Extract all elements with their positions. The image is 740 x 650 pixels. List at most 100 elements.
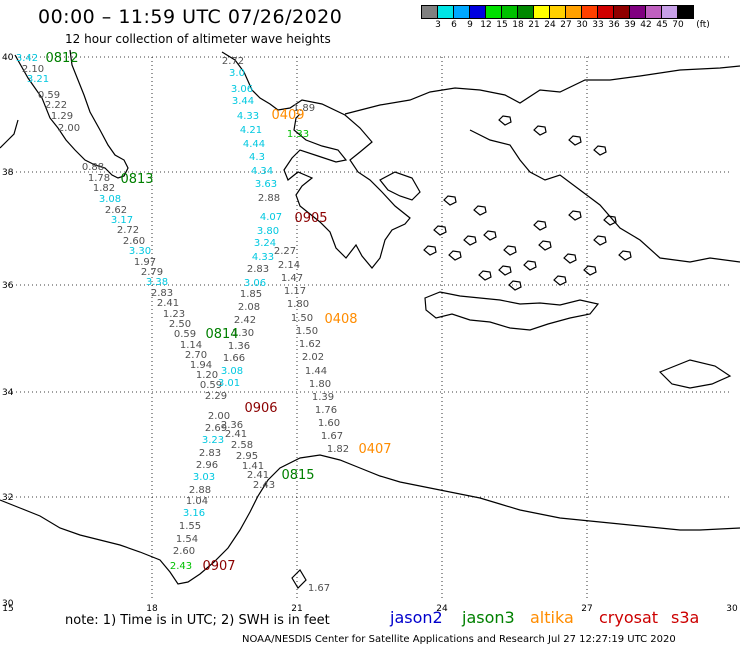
- coastline-italy-west: [0, 119, 19, 149]
- swh-value-label: 3.01: [218, 378, 240, 389]
- island-outline: [563, 253, 577, 264]
- latitude-label: 38: [2, 168, 14, 178]
- swh-value-label: 1.47: [281, 273, 303, 284]
- island-outline: [463, 235, 477, 246]
- swh-value-label: 2.72: [222, 56, 244, 67]
- swh-value-label: 1.50: [291, 313, 313, 324]
- legend-label: 27: [560, 20, 572, 30]
- swh-value-label: 1.82: [93, 183, 115, 194]
- legend-labels: 3 6 9 12 15 18 21 24 27 30 33 36 39 42 45 70 (ft): [421, 19, 710, 31]
- island-outline: [583, 265, 597, 276]
- longitude-label: 24: [436, 604, 448, 614]
- aegean-islands: [423, 115, 632, 291]
- swh-value-label: 2.00: [58, 123, 80, 134]
- coastline-cyprus: [658, 359, 732, 389]
- island-outline: [478, 270, 492, 281]
- island-outline: [508, 280, 522, 291]
- longitude-label: 21: [291, 604, 302, 614]
- swh-value-label: 1.23: [163, 309, 185, 320]
- swh-value-label: 1.36: [228, 341, 250, 352]
- swh-value-label: 1.55: [179, 521, 201, 532]
- legend-unit: (ft): [696, 20, 710, 30]
- satellite-name-altika: altika: [530, 608, 574, 627]
- island-outline: [568, 210, 582, 221]
- swh-value-label: 1.82: [327, 444, 349, 455]
- swh-value-label: 2.43: [170, 561, 192, 572]
- swh-value-label: 2.72: [117, 225, 139, 236]
- legend-label: 3: [435, 20, 441, 30]
- coastline-islet-south: [291, 569, 307, 589]
- coastline-italy-calabria: [14, 49, 129, 179]
- swh-value-label: 2.95: [236, 451, 258, 462]
- altimeter-tracks: 3.422.103.210.592.221.292.0008120.881.78…: [16, 51, 392, 594]
- swh-value-label: 0.88: [82, 162, 104, 173]
- swh-value-label: 4.34: [251, 166, 273, 177]
- swh-value-label: 2.27: [274, 246, 296, 257]
- island-outline: [618, 250, 632, 261]
- swh-value-label: 3.08: [221, 366, 243, 377]
- coastline: [0, 49, 740, 589]
- latitude-label: 34: [2, 388, 14, 398]
- swh-value-label: 1.85: [240, 289, 262, 300]
- legend-label: 33: [592, 20, 604, 30]
- swh-value-label: 2.60: [173, 546, 195, 557]
- pass-time-label: 0812: [45, 51, 78, 66]
- swh-value-label: 1.76: [315, 405, 337, 416]
- pass-time-label: 0907: [202, 559, 235, 574]
- swh-value-label: 2.41: [225, 429, 247, 440]
- swh-value-label: 1.62: [299, 339, 321, 350]
- map-title: 00:00 – 11:59 UTC 07/26/2020: [38, 6, 343, 28]
- legend-label: 18: [512, 20, 524, 30]
- swh-value-label: 2.36: [221, 420, 243, 431]
- legend-label: 30: [576, 20, 588, 30]
- pass-time-label: 0815: [281, 468, 314, 483]
- island-outline: [483, 230, 497, 241]
- map-subtitle: 12 hour collection of altimeter wave hei…: [65, 32, 331, 46]
- swh-value-label: 2.83: [247, 264, 269, 275]
- island-outline: [533, 220, 547, 231]
- swh-value-label: 1.44: [305, 366, 327, 377]
- pass-time-label: 0906: [244, 401, 277, 416]
- swh-value-label: 3.24: [254, 238, 276, 249]
- swh-value-label: 4.44: [243, 139, 265, 150]
- legend-label: 9: [467, 20, 473, 30]
- swh-value-label: 1.66: [223, 353, 245, 364]
- swh-value-label: 1.80: [287, 299, 309, 310]
- credit-line: NOAA/NESDIS Center for Satellite Applica…: [242, 634, 676, 645]
- swh-value-label: 2.10: [22, 64, 44, 75]
- swh-value-label: 4.07: [260, 212, 282, 223]
- swh-value-label: 1.20: [196, 370, 218, 381]
- swh-value-label: 2.88: [258, 193, 280, 204]
- pass-time-label: 0407: [358, 442, 391, 457]
- swh-value-label: 3.0: [229, 68, 245, 79]
- swh-value-label: 2.70: [185, 350, 207, 361]
- swh-value-label: 3.44: [232, 96, 254, 107]
- swh-value-label: 2.42: [234, 315, 256, 326]
- coastline-crete: [424, 291, 600, 331]
- swh-value-label: 3.08: [99, 194, 121, 205]
- swh-value-label: 2.08: [238, 302, 260, 313]
- legend-swatch: [677, 5, 694, 19]
- pass-time-label: 0409: [271, 108, 304, 123]
- swh-value-label: 4.33: [252, 252, 274, 263]
- swh-value-label: 1.30: [232, 328, 254, 339]
- swh-value-label: 2.00: [208, 411, 230, 422]
- swh-value-label: 3.16: [183, 508, 205, 519]
- swh-value-label: 2.02: [302, 352, 324, 363]
- swh-value-label: 2.88: [189, 485, 211, 496]
- swh-value-label: 0.59: [38, 90, 60, 101]
- swh-value-label: 3.21: [27, 74, 49, 85]
- swh-value-label: 3.03: [193, 472, 215, 483]
- swh-value-label: 2.58: [231, 440, 253, 451]
- island-outline: [568, 135, 582, 146]
- legend-label: 21: [528, 20, 540, 30]
- coastline-greece: [221, 51, 411, 269]
- color-scale-legend: 3 6 9 12 15 18 21 24 27 30 33 36 39 42 45 70 (ft): [421, 5, 710, 31]
- legend-label: 12: [480, 20, 492, 30]
- island-outline: [448, 250, 462, 261]
- swh-value-label: 3.42: [16, 53, 38, 64]
- island-outline: [498, 265, 512, 276]
- swh-value-label: 1.39: [312, 392, 334, 403]
- swh-value-label: 2.14: [278, 260, 300, 271]
